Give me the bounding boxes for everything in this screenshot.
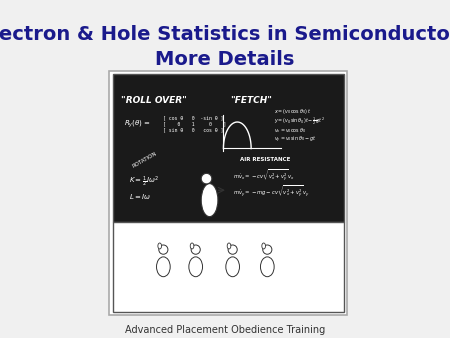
Ellipse shape — [227, 243, 231, 249]
Ellipse shape — [191, 245, 200, 254]
Text: ROTATION: ROTATION — [131, 151, 158, 169]
Text: $m\dot{v}_y = -mg - cv\sqrt{v_x^2+v_y^2}\,v_y$: $m\dot{v}_y = -mg - cv\sqrt{v_x^2+v_y^2}… — [233, 185, 310, 200]
Ellipse shape — [157, 257, 170, 277]
Text: [ cos θ   0  -sin θ ]
[    0    1     0    ]
[ sin θ   0   cos θ ]: [ cos θ 0 -sin θ ] [ 0 1 0 ] [ sin θ 0 c… — [163, 115, 227, 132]
Ellipse shape — [228, 245, 237, 254]
Text: $K = \frac{1}{2}I\omega^2$: $K = \frac{1}{2}I\omega^2$ — [129, 174, 159, 189]
Ellipse shape — [263, 245, 272, 254]
Ellipse shape — [201, 173, 212, 184]
Text: $x = (v_0\cos\theta_0)\,t$: $x = (v_0\cos\theta_0)\,t$ — [274, 106, 311, 116]
Bar — [112, 74, 343, 222]
Ellipse shape — [226, 257, 239, 277]
Text: "ROLL OVER": "ROLL OVER" — [121, 96, 187, 105]
Ellipse shape — [262, 243, 266, 249]
Text: $v_x = v_0\cos\theta_0$: $v_x = v_0\cos\theta_0$ — [274, 126, 306, 135]
Ellipse shape — [190, 243, 194, 249]
Ellipse shape — [189, 257, 202, 277]
Text: "FETCH": "FETCH" — [230, 96, 272, 105]
Text: AIR RESISTANCE: AIR RESISTANCE — [239, 157, 290, 162]
Ellipse shape — [159, 245, 168, 254]
Bar — [112, 222, 343, 312]
Text: $v_y = v_0\sin\theta_0 - gt$: $v_y = v_0\sin\theta_0 - gt$ — [274, 135, 317, 145]
Text: $m\dot{v}_x = -cv\sqrt{v_x^2+v_y^2}\,v_x$: $m\dot{v}_x = -cv\sqrt{v_x^2+v_y^2}\,v_x… — [233, 168, 295, 184]
Ellipse shape — [158, 243, 162, 249]
Text: $L = I\omega$: $L = I\omega$ — [129, 192, 151, 201]
Ellipse shape — [201, 184, 218, 217]
Text: Advanced Placement Obedience Training: Advanced Placement Obedience Training — [125, 325, 325, 335]
Text: $R_y(\theta)=$: $R_y(\theta)=$ — [124, 118, 150, 130]
FancyBboxPatch shape — [109, 71, 346, 315]
Text: $y = (v_0\sin\theta_0)t - \frac{1}{2}gt^2$: $y = (v_0\sin\theta_0)t - \frac{1}{2}gt^… — [274, 115, 325, 127]
Ellipse shape — [261, 257, 274, 277]
Text: Electron & Hole Statistics in Semiconductors
More Details: Electron & Hole Statistics in Semiconduc… — [0, 25, 450, 69]
